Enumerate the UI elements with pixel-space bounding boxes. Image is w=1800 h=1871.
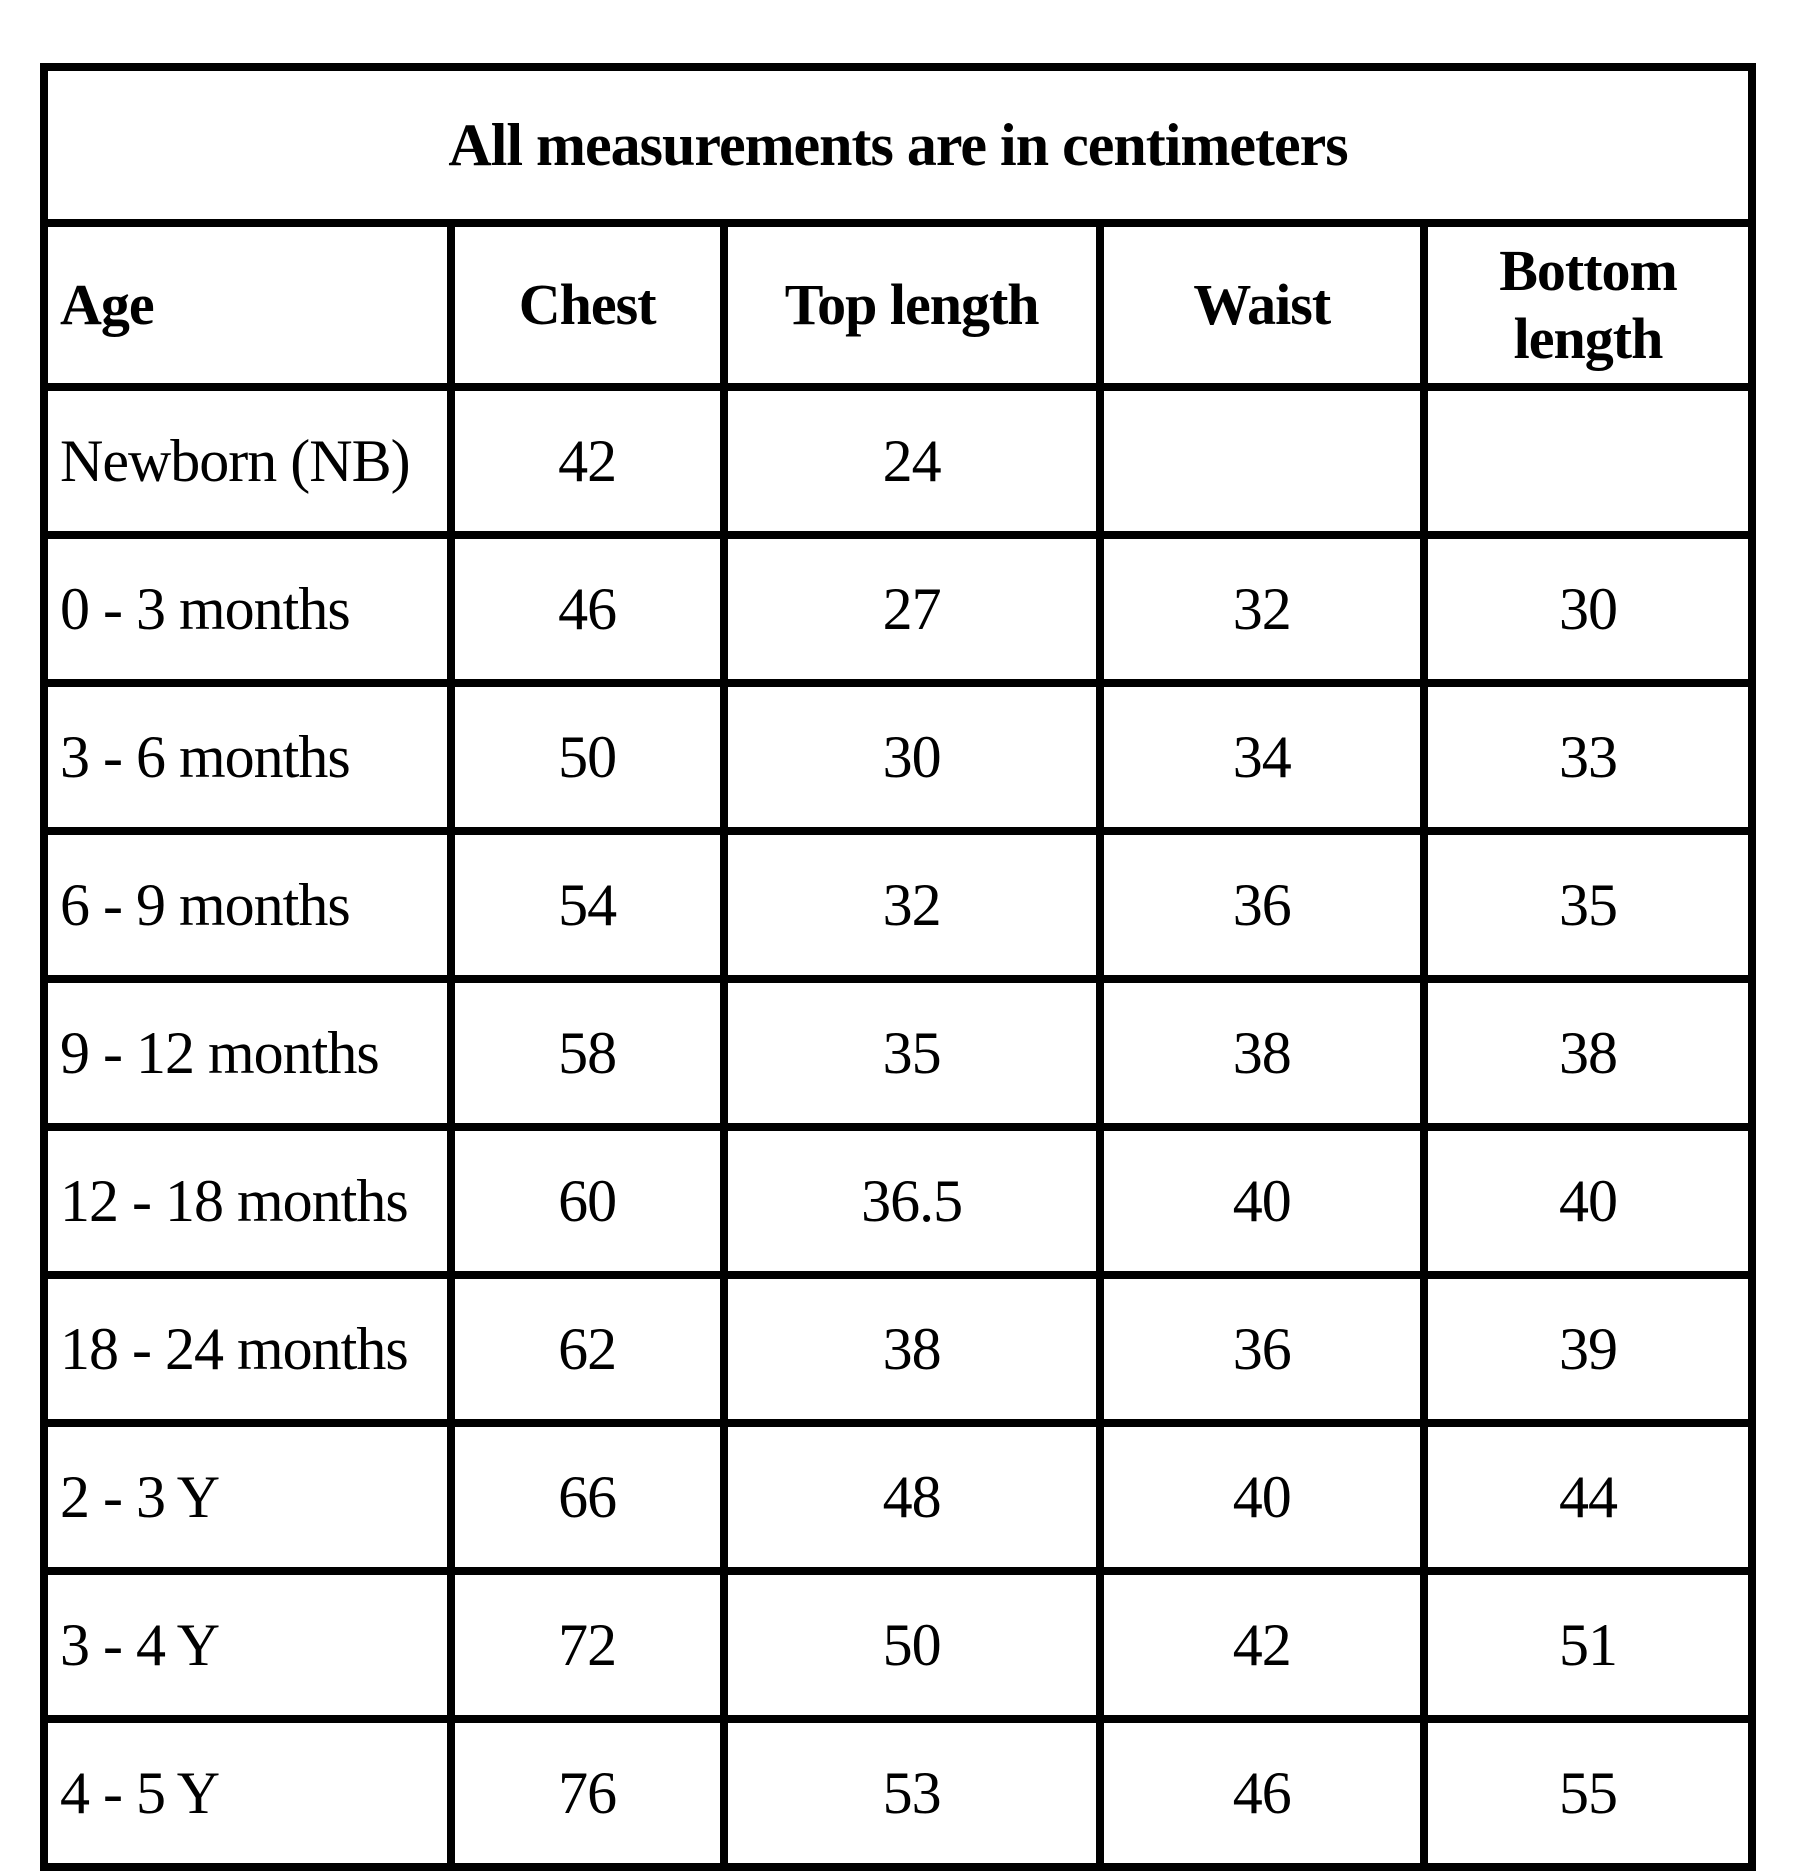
column-header-age: Age <box>40 219 455 391</box>
table-row: 0 - 3 months 46 27 32 30 <box>40 531 1756 687</box>
age-cell: 0 - 3 months <box>40 531 455 687</box>
measurement-cell: 32 <box>1095 531 1429 687</box>
table-row: 2 - 3 Y 66 48 40 44 <box>40 1419 1756 1575</box>
measurement-cell: 33 <box>1420 679 1756 835</box>
column-header-chest: Chest <box>446 219 728 391</box>
measurement-cell: 51 <box>1420 1567 1756 1723</box>
measurement-cell: 36.5 <box>719 1123 1104 1279</box>
table-row: 6 - 9 months 54 32 36 35 <box>40 827 1756 983</box>
table-row: 18 - 24 months 62 38 36 39 <box>40 1271 1756 1427</box>
measurement-cell: 24 <box>719 383 1104 539</box>
measurement-cell: 27 <box>719 531 1104 687</box>
measurement-cell: 54 <box>446 827 728 983</box>
age-cell: 3 - 4 Y <box>40 1567 455 1723</box>
age-cell: 9 - 12 months <box>40 975 455 1131</box>
measurement-cell <box>1420 383 1756 539</box>
column-header-waist: Waist <box>1095 219 1429 391</box>
measurement-cell: 30 <box>719 679 1104 835</box>
measurement-cell: 60 <box>446 1123 728 1279</box>
measurement-cell: 38 <box>719 1271 1104 1427</box>
measurement-cell: 40 <box>1095 1123 1429 1279</box>
measurement-cell: 66 <box>446 1419 728 1575</box>
age-cell: 18 - 24 months <box>40 1271 455 1427</box>
measurement-cell: 50 <box>719 1567 1104 1723</box>
measurement-cell: 39 <box>1420 1271 1756 1427</box>
table-title-row: All measurements are in centimeters <box>40 63 1756 227</box>
column-header-bottom-length: Bottom length <box>1420 219 1756 391</box>
table-row: 4 - 5 Y 76 53 46 55 <box>40 1715 1756 1871</box>
table-title: All measurements are in centimeters <box>40 63 1756 227</box>
measurement-cell: 38 <box>1420 975 1756 1131</box>
measurement-cell: 46 <box>1095 1715 1429 1871</box>
measurement-cell: 40 <box>1095 1419 1429 1575</box>
table-row: 3 - 6 months 50 30 34 33 <box>40 679 1756 835</box>
measurement-cell: 76 <box>446 1715 728 1871</box>
measurement-cell: 42 <box>1095 1567 1429 1723</box>
size-chart-table: All measurements are in centimeters Age … <box>40 63 1756 1871</box>
measurement-cell: 34 <box>1095 679 1429 835</box>
measurement-cell <box>1095 383 1429 539</box>
measurement-cell: 50 <box>446 679 728 835</box>
measurement-cell: 30 <box>1420 531 1756 687</box>
table-row: Newborn (NB) 42 24 <box>40 383 1756 539</box>
measurement-cell: 36 <box>1095 1271 1429 1427</box>
measurement-cell: 62 <box>446 1271 728 1427</box>
measurement-cell: 44 <box>1420 1419 1756 1575</box>
table-row: 3 - 4 Y 72 50 42 51 <box>40 1567 1756 1723</box>
measurement-cell: 35 <box>719 975 1104 1131</box>
measurement-cell: 48 <box>719 1419 1104 1575</box>
measurement-cell: 40 <box>1420 1123 1756 1279</box>
measurement-cell: 53 <box>719 1715 1104 1871</box>
measurement-cell: 32 <box>719 827 1104 983</box>
age-cell: 2 - 3 Y <box>40 1419 455 1575</box>
column-header-top-length: Top length <box>719 219 1104 391</box>
age-cell: 6 - 9 months <box>40 827 455 983</box>
measurement-cell: 46 <box>446 531 728 687</box>
measurement-cell: 38 <box>1095 975 1429 1131</box>
table-row: 12 - 18 months 60 36.5 40 40 <box>40 1123 1756 1279</box>
table-body: Newborn (NB) 42 24 0 - 3 months 46 27 32 30 3 - … <box>40 383 1756 1871</box>
age-cell: 3 - 6 months <box>40 679 455 835</box>
age-cell: 4 - 5 Y <box>40 1715 455 1871</box>
measurement-cell: 58 <box>446 975 728 1131</box>
measurement-cell: 36 <box>1095 827 1429 983</box>
measurement-cell: 35 <box>1420 827 1756 983</box>
table-row: 9 - 12 months 58 35 38 38 <box>40 975 1756 1131</box>
measurement-cell: 55 <box>1420 1715 1756 1871</box>
age-cell: 12 - 18 months <box>40 1123 455 1279</box>
measurement-cell: 72 <box>446 1567 728 1723</box>
table-header-row: Age Chest Top length Waist Bottom length <box>40 219 1756 391</box>
measurement-cell: 42 <box>446 383 728 539</box>
age-cell: Newborn (NB) <box>40 383 455 539</box>
